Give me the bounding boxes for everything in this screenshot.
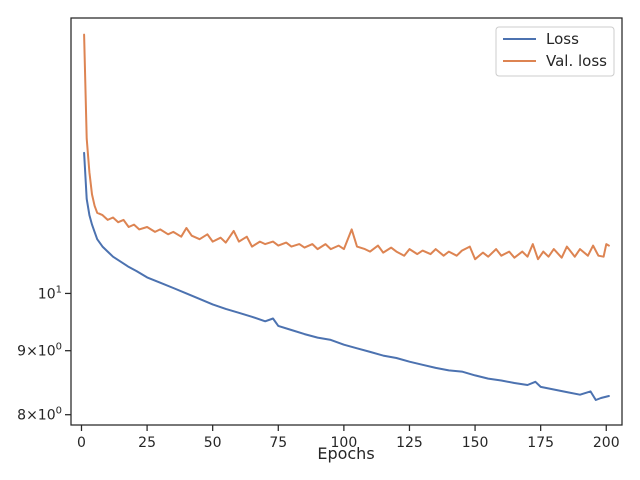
y-tick-label: 9×100 [17,342,62,360]
plot-lines [83,33,610,401]
x-axis-ticks: 0 25 50 75 100 125 150 175 200 [77,425,620,451]
x-tick-label: 50 [204,435,222,451]
x-tick-label: 175 [527,435,554,451]
x-tick-label: 200 [593,435,620,451]
series-line-loss [83,151,610,401]
plot-frame [70,17,623,426]
x-tick-label: 25 [138,435,156,451]
legend-label-loss: Loss [546,30,579,48]
legend-label-val-loss: Val. loss [546,52,607,70]
x-tick-label: 75 [269,435,287,451]
series-line-val-loss [83,33,610,261]
legend: Loss Val. loss [495,26,615,77]
y-tick-label: 8×100 [17,406,62,424]
x-tick-label: 0 [77,435,86,451]
x-tick-label: 150 [462,435,489,451]
x-tick-label: 125 [396,435,423,451]
x-axis-label: Epochs [317,444,374,463]
x-tick-label: 100 [331,435,358,451]
